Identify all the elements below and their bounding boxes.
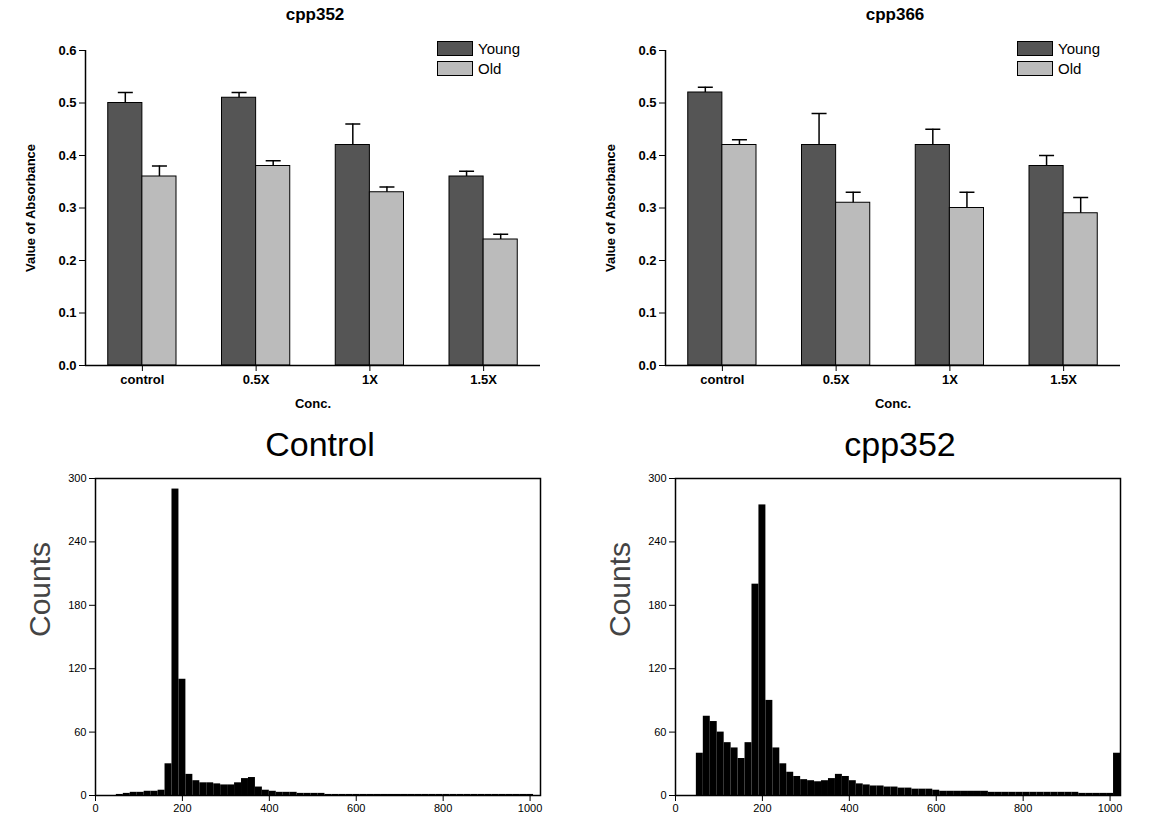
- svg-text:control: control: [120, 372, 164, 387]
- svg-text:200: 200: [173, 802, 191, 814]
- svg-text:0: 0: [660, 789, 666, 801]
- html-text:Young: Young: [478, 40, 520, 57]
- svg-text:0.5: 0.5: [638, 95, 656, 110]
- svg-text:1.5X: 1.5X: [470, 372, 497, 387]
- html-text:Old: Old: [478, 60, 502, 77]
- svg-text:0.0: 0.0: [58, 358, 76, 373]
- svg-text:240: 240: [648, 535, 666, 547]
- svg-text:300: 300: [648, 472, 666, 484]
- svg-text:1000: 1000: [518, 802, 542, 814]
- svg-text:0.3: 0.3: [58, 200, 76, 215]
- svg-text:0.5: 0.5: [58, 95, 76, 110]
- svg-text:200: 200: [753, 802, 771, 814]
- svg-text:Conc.: Conc.: [875, 396, 911, 411]
- svg-text:Value of Absorbance: Value of Absorbance: [23, 144, 38, 272]
- svg-text:60: 60: [654, 726, 666, 738]
- svg-text:1X: 1X: [942, 372, 958, 387]
- svg-text:0.3: 0.3: [638, 200, 656, 215]
- svg-text:0.0: 0.0: [638, 358, 656, 373]
- svg-text:Value of Absorbance: Value of Absorbance: [603, 144, 618, 272]
- svg-text:Conc.: Conc.: [295, 396, 331, 411]
- html-text:cpp366: cpp366: [865, 5, 925, 24]
- svg-text:400: 400: [840, 802, 858, 814]
- svg-text:0.4: 0.4: [638, 148, 657, 163]
- svg-text:120: 120: [68, 662, 86, 674]
- svg-text:180: 180: [68, 599, 86, 611]
- svg-text:1.5X: 1.5X: [1050, 372, 1077, 387]
- html-text:Old: Old: [1058, 60, 1082, 77]
- svg-text:1000: 1000: [1098, 802, 1122, 814]
- svg-text:240: 240: [68, 535, 86, 547]
- svg-text:0.5X: 0.5X: [823, 372, 850, 387]
- svg-text:1X: 1X: [362, 372, 378, 387]
- svg-text:0.1: 0.1: [58, 305, 76, 320]
- svg-text:120: 120: [648, 662, 666, 674]
- html-text:cpp352: cpp352: [844, 425, 956, 463]
- svg-text:0.2: 0.2: [58, 253, 76, 268]
- svg-text:0.1: 0.1: [638, 305, 656, 320]
- svg-text:control: control: [700, 372, 744, 387]
- html-text:Control: Control: [265, 425, 375, 463]
- svg-text:0.4: 0.4: [58, 148, 77, 163]
- svg-text:0: 0: [672, 802, 678, 814]
- svg-text:800: 800: [1014, 802, 1032, 814]
- svg-text:0.6: 0.6: [58, 43, 76, 58]
- svg-text:0: 0: [92, 802, 98, 814]
- svg-text:60: 60: [74, 726, 86, 738]
- svg-text:Counts: Counts: [603, 542, 636, 637]
- svg-text:600: 600: [347, 802, 365, 814]
- svg-text:0.5X: 0.5X: [243, 372, 270, 387]
- svg-text:800: 800: [434, 802, 452, 814]
- html-text:Young: Young: [1058, 40, 1100, 57]
- svg-text:300: 300: [68, 472, 86, 484]
- svg-text:0.2: 0.2: [638, 253, 656, 268]
- svg-text:Counts: Counts: [23, 542, 56, 637]
- svg-text:0.6: 0.6: [638, 43, 656, 58]
- svg-text:180: 180: [648, 599, 666, 611]
- svg-text:400: 400: [260, 802, 278, 814]
- html-text:cpp352: cpp352: [285, 5, 345, 24]
- svg-text:0: 0: [80, 789, 86, 801]
- svg-text:600: 600: [927, 802, 945, 814]
